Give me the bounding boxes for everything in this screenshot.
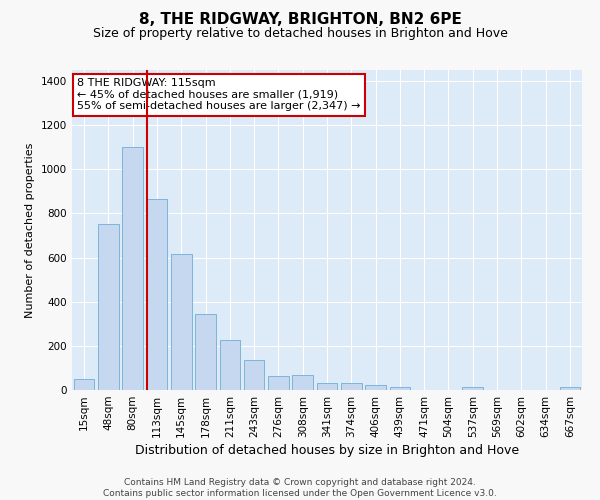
Bar xyxy=(292,374,313,390)
Bar xyxy=(463,388,483,390)
Bar xyxy=(171,254,191,390)
Bar xyxy=(268,376,289,390)
Bar xyxy=(317,384,337,390)
Text: Contains HM Land Registry data © Crown copyright and database right 2024.
Contai: Contains HM Land Registry data © Crown c… xyxy=(103,478,497,498)
Bar xyxy=(244,360,265,390)
Bar xyxy=(146,199,167,390)
Bar xyxy=(365,385,386,390)
Text: 8 THE RIDGWAY: 115sqm
← 45% of detached houses are smaller (1,919)
55% of semi-d: 8 THE RIDGWAY: 115sqm ← 45% of detached … xyxy=(77,78,361,111)
Bar xyxy=(560,388,580,390)
Bar xyxy=(341,384,362,390)
Bar xyxy=(122,147,143,390)
Bar xyxy=(220,340,240,390)
X-axis label: Distribution of detached houses by size in Brighton and Hove: Distribution of detached houses by size … xyxy=(135,444,519,457)
Bar xyxy=(389,388,410,390)
Text: Size of property relative to detached houses in Brighton and Hove: Size of property relative to detached ho… xyxy=(92,28,508,40)
Y-axis label: Number of detached properties: Number of detached properties xyxy=(25,142,35,318)
Bar xyxy=(98,224,119,390)
Bar xyxy=(74,379,94,390)
Text: 8, THE RIDGWAY, BRIGHTON, BN2 6PE: 8, THE RIDGWAY, BRIGHTON, BN2 6PE xyxy=(139,12,461,28)
Bar xyxy=(195,314,216,390)
